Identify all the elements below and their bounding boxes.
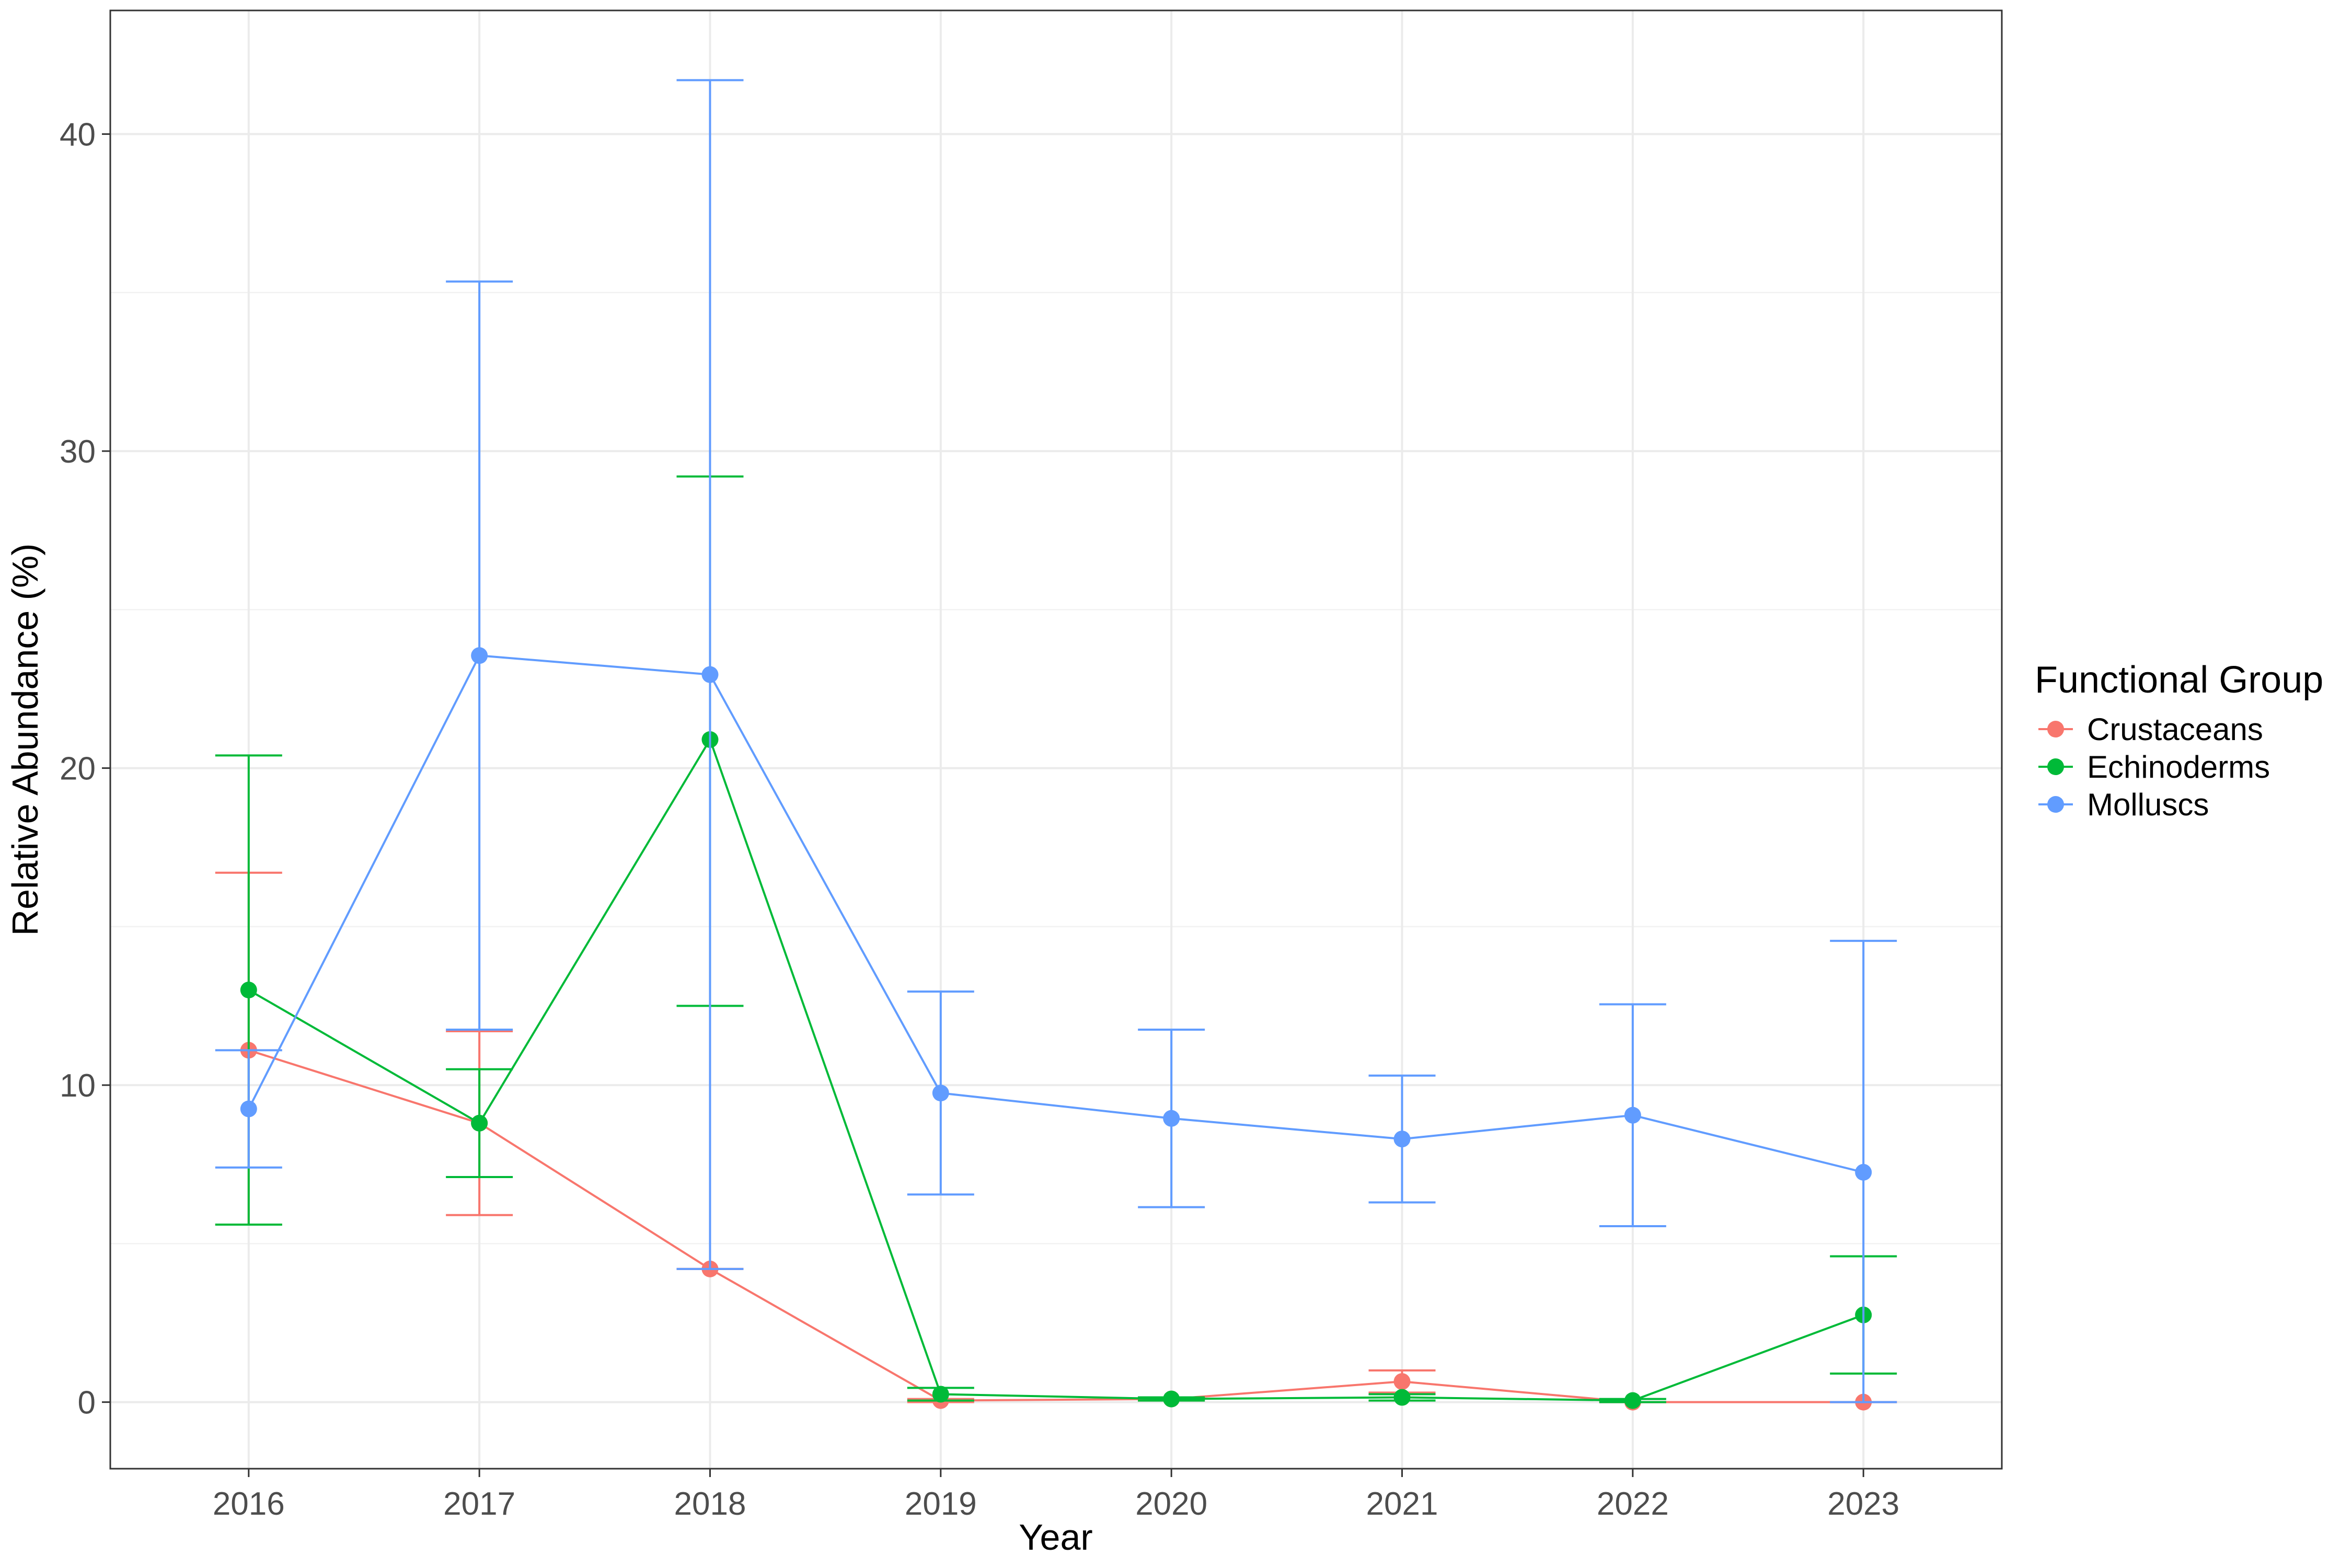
legend-key-point-crustaceans: [2047, 721, 2064, 737]
molluscs-data-point: [1624, 1106, 1641, 1124]
molluscs-data-point: [701, 666, 719, 683]
legend-key-point-echinoderms: [2047, 758, 2064, 775]
molluscs-data-point: [1393, 1131, 1411, 1148]
legend-label-crustaceans: Crustaceans: [2087, 712, 2263, 747]
y-tick-label: 40: [60, 117, 96, 153]
x-axis: 2016 2017 2018 2019 2020 2021 2022 2023: [213, 1469, 1899, 1522]
echinoderms-data-point: [1163, 1390, 1180, 1408]
legend-label-echinoderms: Echinoderms: [2087, 750, 2270, 785]
legend-title: Functional Group: [2035, 659, 2323, 701]
y-tick-label: 10: [60, 1068, 96, 1104]
plot-background: [110, 10, 2002, 1469]
x-axis-title: Year: [1019, 1517, 1092, 1558]
y-tick-label: 20: [60, 751, 96, 787]
legend: Functional Group CrustaceansEchinodermsM…: [2035, 659, 2323, 822]
x-tick-label: 2022: [1597, 1486, 1669, 1522]
crustaceans-series-line: [248, 1049, 1864, 1403]
legend-key-point-molluscs: [2047, 796, 2064, 813]
molluscs-data-point: [240, 1100, 257, 1117]
x-tick-label: 2023: [1827, 1486, 1899, 1522]
y-tick-label: 0: [78, 1385, 96, 1421]
echinoderms-data-point: [471, 1114, 488, 1132]
echinoderms-data-point: [1624, 1392, 1641, 1409]
x-tick-label: 2018: [674, 1486, 746, 1522]
y-tick-label: 30: [60, 434, 96, 470]
y-axis: 0 10 20 30 40: [60, 117, 110, 1421]
plot-panel-border: [109, 9, 2003, 1470]
y-axis-title: Relative Abundance (%): [5, 544, 45, 936]
x-tick-label: 2020: [1135, 1486, 1207, 1522]
molluscs-series-line: [248, 654, 1864, 1173]
legend-label-molluscs: Molluscs: [2087, 787, 2209, 822]
molluscs-data-point: [932, 1085, 949, 1102]
echinoderms-data-point: [932, 1386, 949, 1403]
echinoderms-series-line: [248, 737, 1864, 1402]
echinoderms-data-point: [240, 982, 257, 999]
molluscs-data-point: [471, 647, 488, 664]
x-tick-label: 2021: [1366, 1486, 1438, 1522]
series-layer: [215, 79, 1897, 1411]
x-tick-label: 2019: [905, 1486, 977, 1522]
x-tick-label: 2016: [213, 1486, 285, 1522]
crustaceans-data-point: [1393, 1373, 1411, 1390]
molluscs-data-point: [1163, 1110, 1180, 1127]
molluscs-data-point: [1855, 1163, 1872, 1181]
echinoderms-data-point: [1393, 1389, 1411, 1406]
minor-gridlines: [110, 292, 2002, 1244]
x-tick-label: 2017: [443, 1486, 515, 1522]
